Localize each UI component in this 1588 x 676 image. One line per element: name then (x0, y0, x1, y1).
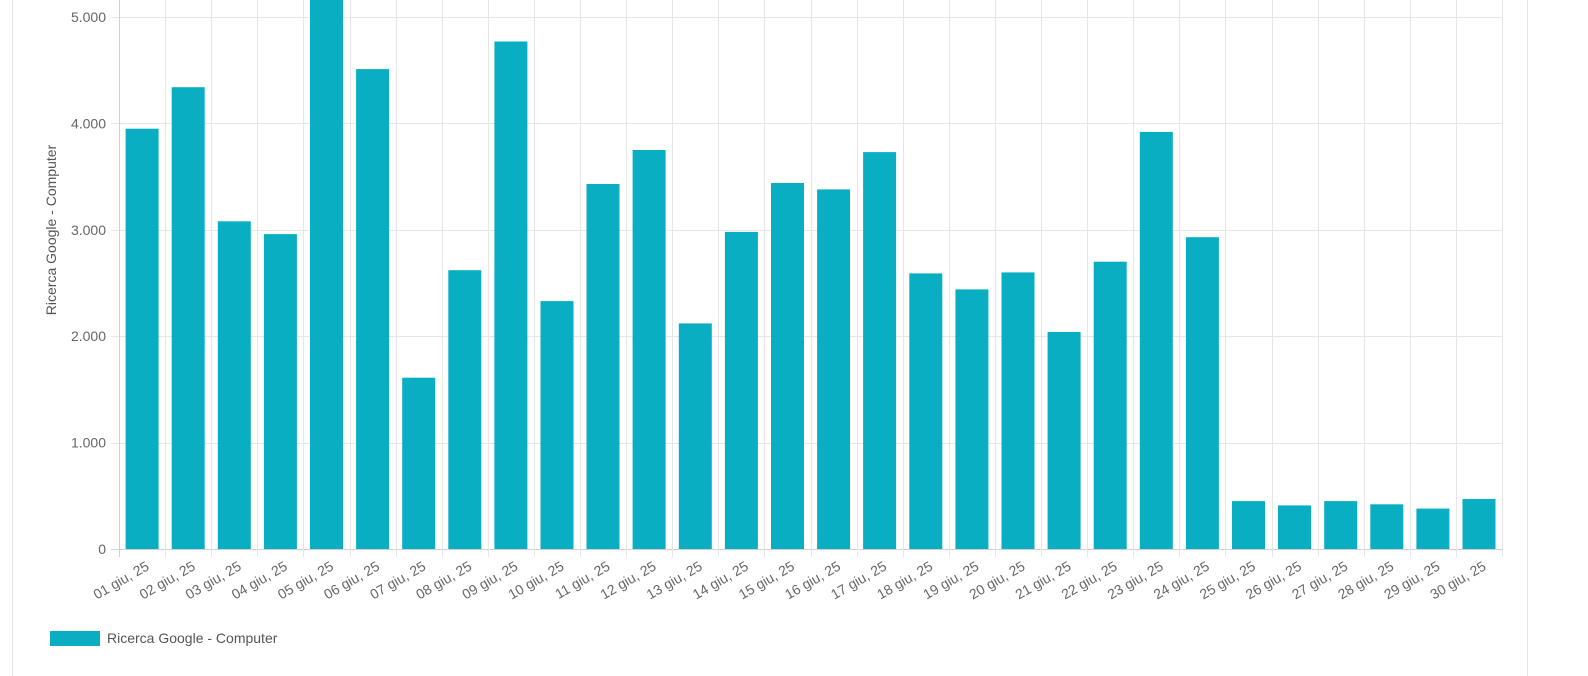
bar[interactable] (494, 41, 528, 550)
y-tick-label: 3.000 (71, 222, 106, 238)
bar[interactable] (402, 377, 436, 549)
grid-lines (111, 0, 1503, 557)
bar[interactable] (724, 231, 758, 549)
bar[interactable] (217, 221, 251, 550)
bar[interactable] (632, 150, 666, 549)
bar[interactable] (1185, 237, 1219, 549)
bar[interactable] (310, 0, 343, 549)
bar[interactable] (678, 323, 712, 549)
bar[interactable] (771, 183, 804, 549)
bar[interactable] (863, 152, 897, 549)
legend[interactable]: Ricerca Google - Computer (50, 630, 278, 646)
y-axis-ticks: 0 1.000 2.000 3.000 4.000 5.000 (71, 9, 106, 557)
bar[interactable] (817, 189, 851, 549)
bar[interactable] (586, 184, 620, 549)
bar[interactable] (1416, 508, 1450, 549)
bar[interactable] (448, 270, 482, 549)
bar[interactable] (955, 289, 989, 549)
y-axis-title: Ricerca Google - Computer (43, 144, 59, 315)
bar[interactable] (171, 87, 205, 549)
bar[interactable] (1093, 261, 1127, 549)
y-tick-label: 5.000 (71, 9, 106, 25)
bars (125, 0, 1496, 550)
y-tick-label: 1.000 (71, 435, 106, 451)
bar[interactable] (1047, 331, 1081, 549)
bar[interactable] (263, 234, 297, 549)
y-tick-label: 0 (98, 541, 106, 557)
y-tick-label: 2.000 (71, 328, 106, 344)
bar[interactable] (125, 128, 159, 549)
bar[interactable] (909, 273, 943, 549)
bar[interactable] (1324, 501, 1358, 549)
chart-card (12, 0, 1528, 676)
bar[interactable] (1462, 499, 1496, 549)
legend-swatch[interactable] (50, 631, 100, 646)
bar[interactable] (1278, 505, 1311, 549)
bar[interactable] (1370, 504, 1404, 549)
y-tick-label: 4.000 (71, 115, 106, 131)
bar[interactable] (1001, 272, 1035, 549)
bar[interactable] (540, 301, 574, 549)
bar[interactable] (1139, 131, 1173, 549)
bar[interactable] (356, 69, 390, 549)
legend-label[interactable]: Ricerca Google - Computer (107, 630, 278, 646)
bar[interactable] (1232, 501, 1265, 549)
